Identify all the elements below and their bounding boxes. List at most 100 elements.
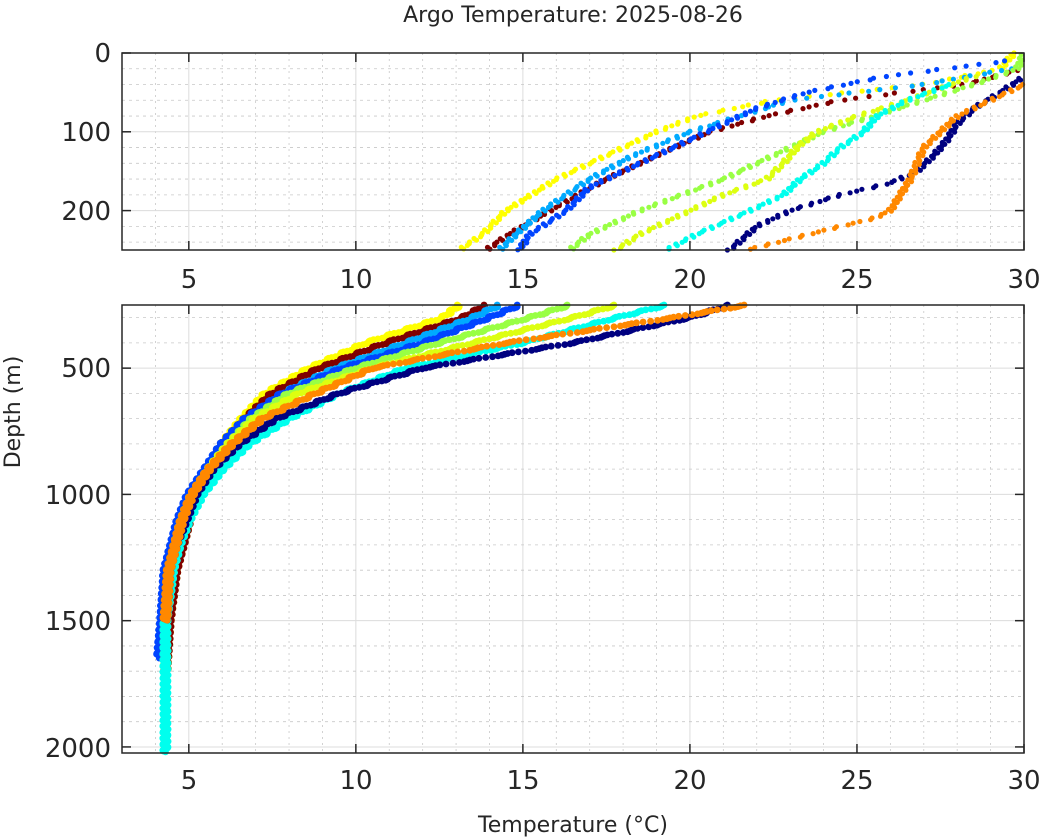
data-point [773, 152, 779, 158]
data-point [585, 188, 591, 194]
data-point [522, 336, 530, 344]
data-point [390, 360, 397, 368]
data-point [617, 161, 623, 167]
data-point [822, 161, 828, 167]
data-point [534, 323, 542, 331]
data-point [836, 92, 842, 98]
data-point [740, 104, 746, 110]
data-point [996, 94, 1003, 100]
data-point [1002, 58, 1008, 64]
data-point [847, 190, 853, 196]
data-point [1010, 82, 1017, 88]
data-point [927, 140, 933, 147]
bottom-plot-area [122, 305, 1024, 753]
data-point [454, 348, 462, 356]
data-point [946, 76, 953, 82]
data-point [786, 236, 792, 242]
data-point [827, 124, 834, 130]
data-point [503, 243, 509, 249]
data-point [647, 305, 655, 313]
data-point [507, 329, 515, 337]
data-point [668, 146, 674, 152]
data-point [594, 173, 600, 179]
data-point [924, 144, 930, 150]
data-point [431, 353, 439, 361]
data-point [778, 98, 785, 104]
data-point [688, 207, 694, 213]
data-point [745, 102, 751, 108]
data-point [1016, 66, 1022, 72]
data-point [620, 329, 627, 336]
data-point [871, 185, 877, 191]
data-point [775, 214, 781, 220]
top-ytick-label: 100 [61, 118, 111, 148]
float-orange-profile [747, 81, 1026, 252]
data-point [556, 214, 562, 220]
data-point [643, 158, 650, 164]
data-point [486, 335, 493, 343]
data-point [674, 243, 680, 249]
data-point [532, 217, 539, 223]
data-point [549, 208, 555, 214]
data-point [631, 211, 637, 217]
data-point [489, 353, 496, 361]
data-point [551, 178, 557, 184]
data-point [821, 227, 827, 233]
data-point [753, 106, 759, 112]
data-point [747, 108, 754, 114]
data-point [806, 89, 812, 95]
data-point [766, 199, 773, 205]
data-point [783, 191, 790, 197]
data-point [1003, 71, 1009, 77]
data-point [697, 126, 703, 132]
data-point [533, 228, 539, 234]
data-point [858, 132, 865, 138]
data-point [716, 109, 722, 115]
data-point [593, 181, 599, 187]
data-point [664, 139, 671, 145]
data-point [831, 126, 837, 132]
data-point [870, 108, 876, 114]
data-point [891, 90, 898, 96]
data-point [519, 199, 525, 205]
data-point [824, 158, 831, 164]
data-point [789, 207, 795, 213]
data-point [713, 306, 721, 314]
data-point [834, 149, 840, 155]
data-point [952, 65, 958, 71]
data-point [698, 132, 704, 138]
data-point [396, 359, 404, 367]
data-point [522, 347, 529, 355]
data-point [505, 208, 511, 214]
data-point [559, 330, 567, 338]
data-point [755, 179, 761, 185]
data-point [939, 85, 945, 91]
data-point [466, 346, 474, 354]
data-point [1018, 77, 1024, 83]
data-point [955, 79, 962, 85]
data-point [675, 121, 681, 127]
data-point [657, 223, 663, 229]
data-point [487, 246, 493, 252]
data-point [729, 123, 735, 129]
data-point [724, 120, 730, 126]
data-point [464, 341, 472, 348]
data-point [675, 214, 681, 220]
data-point [899, 176, 905, 182]
data-point [815, 229, 822, 235]
data-point [547, 342, 555, 350]
data-point [747, 246, 754, 252]
data-point [515, 337, 523, 344]
data-point [729, 173, 735, 179]
data-point [693, 205, 699, 211]
data-point [542, 208, 548, 214]
data-point [841, 144, 847, 150]
data-point [838, 120, 844, 126]
data-point [693, 187, 699, 193]
data-point [987, 69, 993, 75]
data-point [561, 341, 569, 348]
data-point [845, 222, 851, 228]
data-point [752, 244, 758, 251]
data-point [675, 312, 683, 320]
data-point [957, 120, 963, 126]
